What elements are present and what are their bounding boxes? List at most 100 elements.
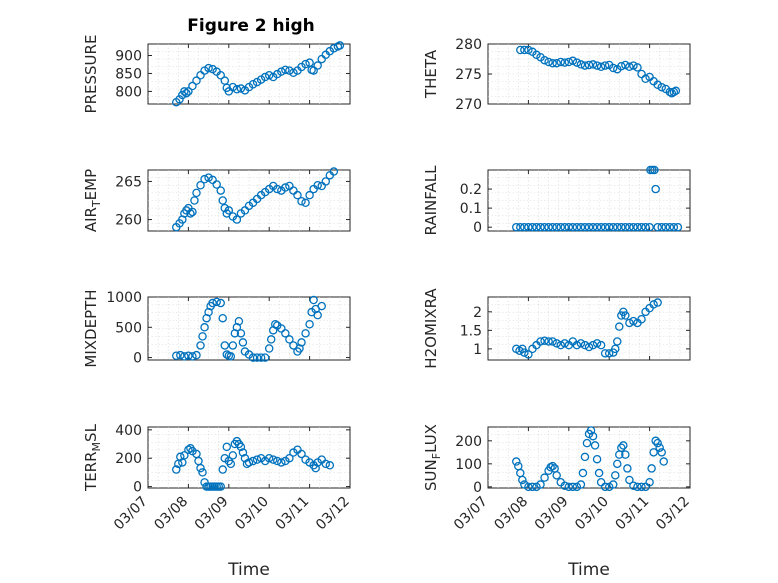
data-point: [580, 222, 590, 232]
data-point: [637, 222, 646, 232]
data-point: [297, 338, 306, 347]
data-point: [536, 480, 545, 489]
data-point: [232, 215, 242, 224]
data-point: [252, 455, 262, 464]
data-point: [651, 436, 660, 446]
y-tick-label: 800: [115, 84, 142, 100]
data-point: [540, 55, 549, 65]
y-tick-label: 265: [115, 174, 142, 190]
data-point: [212, 180, 221, 189]
data-point: [301, 329, 310, 338]
data-point: [264, 453, 274, 463]
data-point: [216, 71, 225, 80]
y-tick-label: 260: [115, 213, 142, 229]
data-point: [611, 471, 620, 480]
data-point: [629, 61, 638, 70]
data-point: [548, 222, 557, 232]
data-point: [192, 188, 201, 198]
data-point: [613, 222, 622, 232]
data-point: [277, 458, 286, 467]
data-point: [311, 463, 320, 473]
data-point: [540, 222, 549, 232]
data-point: [172, 465, 181, 474]
data-point: [516, 45, 525, 55]
data-point: [321, 177, 331, 186]
y-axis-label: AIRTEMP: [82, 169, 103, 232]
data-point: [657, 82, 666, 92]
data-point: [617, 61, 626, 71]
data-point: [617, 222, 626, 232]
data-point: [653, 438, 662, 448]
data-point: [625, 222, 634, 232]
y-tick-label: 100: [455, 457, 482, 473]
data-point: [184, 445, 193, 454]
data-point: [540, 336, 549, 345]
data-point: [611, 344, 620, 354]
data-point: [629, 222, 638, 232]
data-point: [176, 452, 185, 462]
data-point: [647, 464, 656, 473]
data-point: [560, 481, 570, 490]
data-point: [621, 450, 630, 459]
data-point: [608, 480, 618, 489]
data-point: [273, 184, 282, 194]
y-tick-label: 850: [115, 66, 142, 82]
data-point: [588, 60, 598, 69]
y-tick-label: 0.1: [460, 201, 482, 217]
panel-theta: 270 275 280 THETA: [422, 37, 691, 113]
data-point: [600, 482, 610, 492]
x-tick-label: 03/11: [613, 494, 653, 534]
data-point: [564, 57, 574, 67]
data-point: [641, 222, 650, 232]
data-point: [218, 465, 227, 474]
data-point: [175, 95, 184, 104]
data-point: [208, 298, 217, 308]
y-axis-label: TERRMSL: [82, 423, 103, 492]
data-point: [518, 475, 527, 485]
data-point: [266, 335, 276, 344]
data-point: [198, 468, 207, 477]
data-point: [621, 60, 630, 70]
data-point: [625, 318, 634, 328]
data-point: [520, 45, 529, 55]
data-point: [665, 222, 675, 232]
data-point: [596, 340, 606, 350]
data-point: [548, 337, 557, 346]
data-point: [608, 222, 618, 232]
panel-rainfall: 0 0.1 0.2 RAINFALL: [422, 165, 691, 236]
data-point: [188, 352, 197, 361]
x-axis-label: Time: [567, 560, 610, 580]
y-tick-label: 1: [473, 342, 482, 358]
data-point: [645, 222, 654, 232]
data-point: [236, 442, 246, 452]
data-point: [220, 341, 230, 350]
data-point: [226, 352, 236, 361]
data-point: [629, 316, 638, 326]
data-point: [297, 197, 306, 206]
y-tick-label: 1000: [106, 290, 142, 306]
data-point: [588, 431, 598, 441]
data-point: [592, 61, 602, 70]
data-point: [321, 459, 331, 469]
data-point: [216, 298, 225, 308]
x-tick-label: 03/09: [532, 494, 572, 534]
data-point: [190, 196, 199, 205]
data-point: [580, 452, 590, 462]
data-point: [650, 165, 659, 175]
y-tick-label: 270: [455, 97, 482, 113]
data-point: [641, 74, 650, 84]
x-axis-label: Time: [227, 560, 270, 580]
data-point: [305, 320, 314, 329]
data-point: [301, 198, 310, 208]
data-point: [592, 454, 602, 464]
data-point: [212, 297, 221, 307]
y-tick-label: 400: [115, 423, 142, 439]
data-point: [186, 209, 195, 218]
data-point: [629, 481, 638, 490]
data-point: [590, 441, 600, 450]
data-point: [301, 59, 310, 69]
figure-title: Figure 2 high: [187, 16, 315, 36]
data-point: [584, 60, 594, 70]
data-point: [584, 342, 594, 352]
data-point: [192, 350, 201, 360]
